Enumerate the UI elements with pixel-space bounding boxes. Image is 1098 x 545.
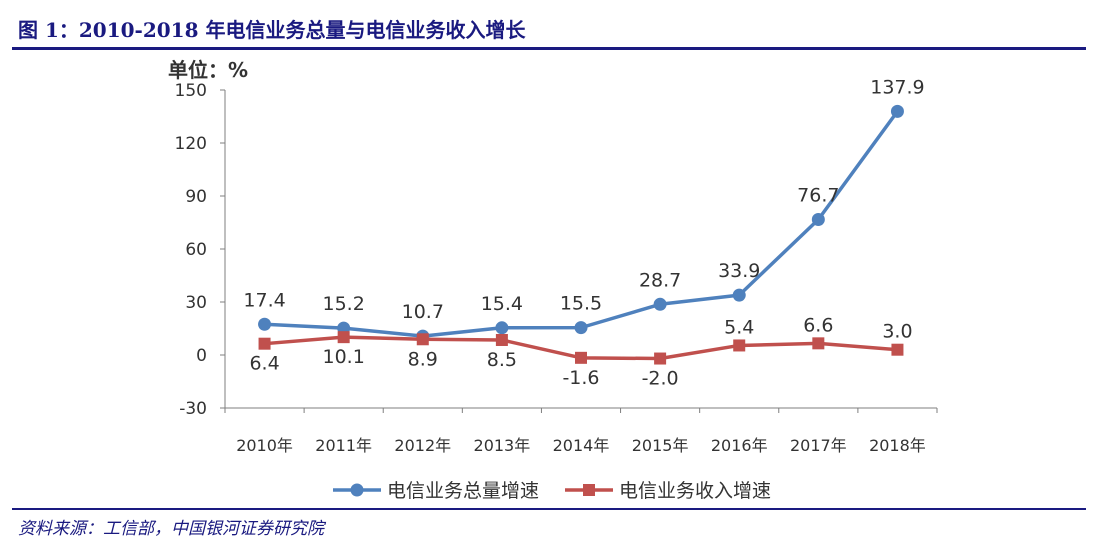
y-tick-label: -30 — [179, 399, 207, 419]
y-tick-label: 60 — [185, 240, 207, 260]
data-label-revenue: 6.6 — [803, 314, 833, 336]
data-point-circle — [732, 288, 746, 302]
legend-entry-1: 电信业务总量增速 — [333, 480, 539, 502]
data-label-total: 15.4 — [481, 293, 523, 315]
data-label-revenue: 8.5 — [487, 349, 517, 371]
data-label-total: 28.7 — [639, 269, 681, 291]
x-tick-label: 2011年 — [315, 436, 372, 455]
x-tick-label: 2012年 — [394, 436, 451, 455]
data-label-revenue: 8.9 — [408, 348, 438, 370]
x-tick-label: 2017年 — [790, 436, 847, 455]
data-label-revenue: -2.0 — [642, 368, 679, 390]
unit-label: 单位：% — [168, 58, 248, 82]
footer-rule — [12, 508, 1086, 510]
axes: 单位：%150 120 90 60 30 0 -30 2010年 2011年 2012年 2013年… — [168, 58, 938, 455]
data-label-total: 76.7 — [797, 184, 839, 206]
data-point-square — [495, 333, 508, 346]
data-point-circle — [653, 297, 667, 311]
legend: 电信业务总量增速 电信业务收入增速 — [333, 480, 771, 502]
y-tick-label: 120 — [175, 134, 207, 154]
x-tick-label: 2016年 — [711, 436, 768, 455]
source-note: 资料来源：工信部，中国银河证券研究院 — [18, 519, 324, 539]
legend-entry-2: 电信业务收入增速 — [565, 480, 771, 502]
y-tick-label: 0 — [196, 346, 207, 366]
data-point-circle — [811, 212, 825, 226]
y-tick-label: 90 — [185, 187, 207, 207]
data-label-total: 10.7 — [402, 301, 444, 323]
data-label-total: 15.5 — [560, 293, 602, 315]
data-label-total: 15.2 — [323, 293, 365, 315]
legend-label: 电信业务总量增速 — [387, 480, 539, 502]
legend-marker-circle — [350, 483, 364, 497]
y-tick-label: 30 — [185, 293, 207, 313]
data-point-square — [337, 331, 350, 344]
data-point-circle — [574, 321, 588, 335]
data-point-circle — [258, 317, 272, 331]
data-point-square — [733, 339, 746, 352]
data-point-square — [258, 337, 271, 350]
data-label-total: 33.9 — [718, 260, 760, 282]
figure-header: 图 1：2010-2018 年电信业务总量与电信业务收入增长 — [0, 0, 1098, 50]
data-label-revenue: 10.1 — [323, 346, 365, 368]
data-point-circle — [495, 321, 509, 335]
data-label-total: 17.4 — [243, 289, 285, 311]
x-tick-label: 2014年 — [553, 436, 610, 455]
data-point-square — [891, 343, 904, 356]
x-tick-label: 2013年 — [474, 436, 531, 455]
data-point-square — [812, 337, 825, 350]
legend-marker-square — [583, 484, 595, 496]
data-labels: 17.4 15.2 10.7 15.4 15.5 28.7 33.9 76.7 137.9 6.4… — [243, 76, 924, 389]
header-rule — [12, 47, 1086, 50]
data-point-square — [416, 333, 429, 346]
data-label-revenue: 5.4 — [724, 316, 754, 338]
data-label-revenue: 3.0 — [882, 321, 912, 343]
x-tick-label: 2015年 — [632, 436, 689, 455]
data-point-circle — [890, 104, 904, 118]
data-label-revenue: 6.4 — [249, 353, 279, 375]
series-layer — [258, 104, 904, 365]
data-point-square — [654, 352, 667, 365]
legend-label: 电信业务收入增速 — [619, 480, 771, 502]
data-label-total: 137.9 — [870, 76, 924, 98]
y-tick-label: 150 — [175, 81, 207, 101]
x-tick-label: 2018年 — [869, 436, 926, 455]
data-label-revenue: -1.6 — [562, 367, 599, 389]
data-point-square — [575, 351, 587, 364]
figure-title: 图 1：2010-2018 年电信业务总量与电信业务收入增长 — [18, 18, 526, 42]
x-tick-label: 2010年 — [236, 436, 293, 455]
